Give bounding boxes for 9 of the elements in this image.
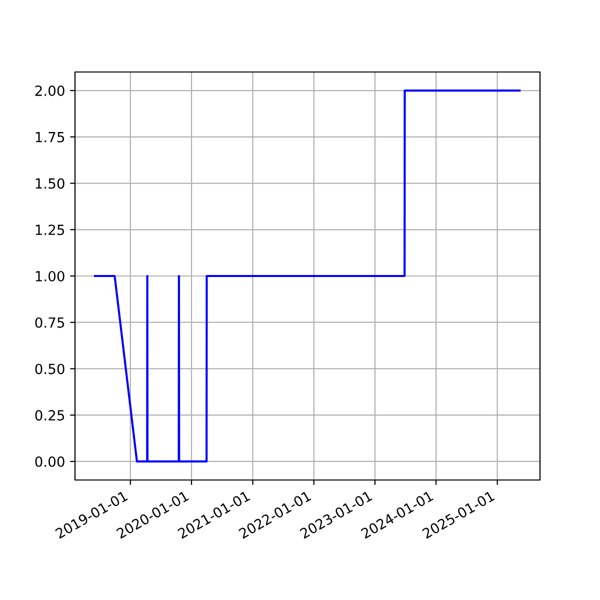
y-tick-label: 1.75 [36,132,64,142]
y-tick-label: 1.50 [36,178,64,189]
y-tick-label: 1.00 [36,270,64,282]
y-tick-label: 0.25 [35,410,64,421]
y-tick-label: 0.75 [35,317,64,328]
y-tick-label: 2.00 [35,86,64,96]
y-tick-label: 0.00 [35,456,64,467]
y-tick-label: 0.50 [35,364,64,374]
y-tick-label: 1.25 [36,224,64,236]
